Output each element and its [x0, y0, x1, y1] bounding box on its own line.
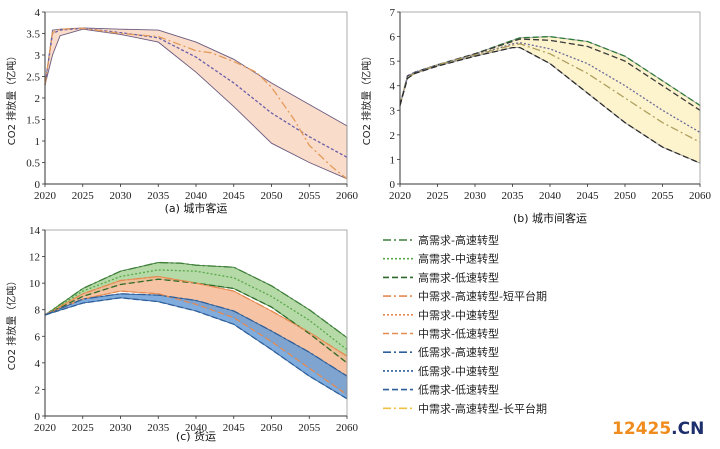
x-tick-label: 2025 [427, 190, 450, 202]
y-tick-label: 6 [390, 32, 396, 44]
series-line-4 [399, 46, 701, 164]
watermark-number: 12425 [612, 419, 671, 439]
x-tick-label: 2025 [72, 190, 95, 202]
x-tick-label: 2040 [539, 190, 562, 202]
legend-entry: 高需求-中速转型 [383, 252, 499, 266]
legend-entry: 低需求-中速转型 [383, 364, 499, 378]
panel-caption: (a) 城市客运 [165, 201, 228, 215]
x-tick-label: 2030 [464, 190, 487, 202]
legend-label: 低需求-高速转型 [418, 345, 499, 359]
chart-panel-1: 2020 2025 2030 2035 2040 2045 2050 2055 2060 0 1 2 3… [360, 7, 712, 225]
y-tick-label: 1.5 [26, 115, 40, 127]
x-tick-label: 2060 [336, 190, 359, 202]
x-tick-label: 2050 [261, 190, 284, 202]
series-line-2 [44, 278, 348, 364]
watermark-domain: .CN [671, 419, 704, 439]
x-tick-label: 2040 [185, 190, 208, 202]
series-line-0 [44, 261, 348, 339]
y-axis-label: CO2 排放量（亿吨） [360, 51, 373, 145]
y-tick-label: 0 [35, 179, 41, 191]
legend-entry: 中需求-高速转型-短平台期 [383, 289, 547, 303]
x-tick-label: 2055 [298, 190, 321, 202]
x-tick-label: 2035 [147, 190, 170, 202]
series-line-3 [399, 43, 701, 143]
y-tick-label: 1 [390, 154, 396, 166]
x-tick-label: 2035 [502, 190, 525, 202]
legend-label: 中需求-高速转型-短平台期 [418, 289, 547, 303]
x-tick-label: 2050 [261, 422, 284, 434]
legend-entry: 中需求-低速转型 [383, 327, 499, 341]
y-axis-label: CO2 排放量（亿吨） [5, 51, 18, 145]
x-tick-label: 2025 [72, 422, 95, 434]
x-tick-label: 2030 [110, 190, 133, 202]
y-tick-label: 8 [35, 305, 41, 317]
range-band-0 [44, 27, 348, 180]
x-tick-label: 2035 [147, 422, 170, 434]
series-line-2 [399, 42, 701, 133]
y-tick-label: 0.5 [26, 158, 40, 170]
x-tick-label: 2020 [34, 190, 57, 202]
chart-panel-2: 2020 2025 2030 2035 2040 2045 2050 2055 2060 0 2 4 6… [5, 225, 359, 443]
x-tick-label: 2040 [185, 422, 208, 434]
y-tick-label: 12 [29, 252, 40, 264]
x-tick-label: 2060 [689, 190, 712, 202]
series-line-0 [44, 27, 348, 158]
legend-entry: 高需求-高速转型 [383, 233, 499, 247]
y-tick-label: 4 [390, 81, 396, 93]
y-tick-label: 0 [390, 179, 396, 191]
y-tick-label: 7 [390, 7, 396, 19]
x-tick-label: 2055 [652, 190, 675, 202]
x-tick-label: 2060 [336, 422, 359, 434]
y-tick-label: 2 [35, 384, 41, 396]
legend-entry: 中需求-中速转型 [383, 308, 499, 322]
y-tick-label: 0 [35, 411, 41, 423]
y-tick-label: 1 [35, 136, 41, 148]
x-tick-label: 2030 [110, 422, 133, 434]
legend-label: 中需求-高速转型-长平台期 [418, 401, 547, 415]
x-tick-label: 2020 [34, 422, 57, 434]
x-tick-label: 2055 [298, 422, 321, 434]
legend-entry: 低需求-高速转型 [383, 345, 499, 359]
chart-panel-0: 2020 2025 2030 2035 2040 2045 2050 2055 2060 0 0.5… [5, 7, 359, 215]
legend-entry: 低需求-低速转型 [383, 383, 499, 397]
legend-label: 高需求-高速转型 [418, 233, 499, 247]
y-tick-label: 6 [35, 331, 41, 343]
y-tick-label: 10 [29, 278, 41, 290]
legend-label: 低需求-中速转型 [418, 364, 499, 378]
x-tick-label: 2020 [389, 190, 412, 202]
x-tick-label: 2045 [223, 422, 246, 434]
y-tick-label: 5 [390, 56, 396, 68]
y-tick-label: 4 [35, 7, 41, 19]
legend-entry: 高需求-低速转型 [383, 270, 499, 284]
legend: 高需求-高速转型高需求-中速转型高需求-低速转型中需求-高速转型-短平台期中需求… [383, 233, 547, 415]
series-line-1 [44, 269, 348, 351]
legend-entry: 中需求-高速转型-长平台期 [383, 401, 547, 415]
y-tick-label: 2 [390, 130, 396, 142]
y-tick-label: 4 [35, 358, 41, 370]
y-tick-label: 2 [35, 93, 41, 105]
series-line-5 [44, 293, 348, 377]
legend-label: 中需求-低速转型 [418, 327, 499, 341]
x-tick-label: 2050 [614, 190, 637, 202]
series-line-6 [44, 297, 348, 400]
range-band-0 [399, 36, 701, 164]
series-line-1 [44, 27, 348, 180]
y-tick-label: 3 [35, 50, 41, 62]
panel-caption: (c) 货运 [176, 429, 216, 443]
y-tick-label: 3 [390, 105, 396, 117]
series-line-4 [44, 290, 348, 396]
legend-label: 高需求-中速转型 [418, 252, 499, 266]
x-tick-label: 2045 [223, 190, 246, 202]
legend-label: 中需求-中速转型 [418, 308, 499, 322]
y-axis-label: CO2 排放量（亿吨） [5, 276, 18, 370]
y-tick-label: 14 [29, 225, 41, 237]
y-tick-label: 3.5 [26, 29, 40, 41]
panel-caption: (b) 城市间客运 [513, 211, 587, 225]
legend-label: 高需求-低速转型 [418, 270, 499, 284]
legend-label: 低需求-低速转型 [418, 383, 499, 397]
y-tick-label: 2.5 [26, 72, 40, 84]
watermark: 12425.CN [612, 419, 704, 439]
x-tick-label: 2045 [577, 190, 600, 202]
